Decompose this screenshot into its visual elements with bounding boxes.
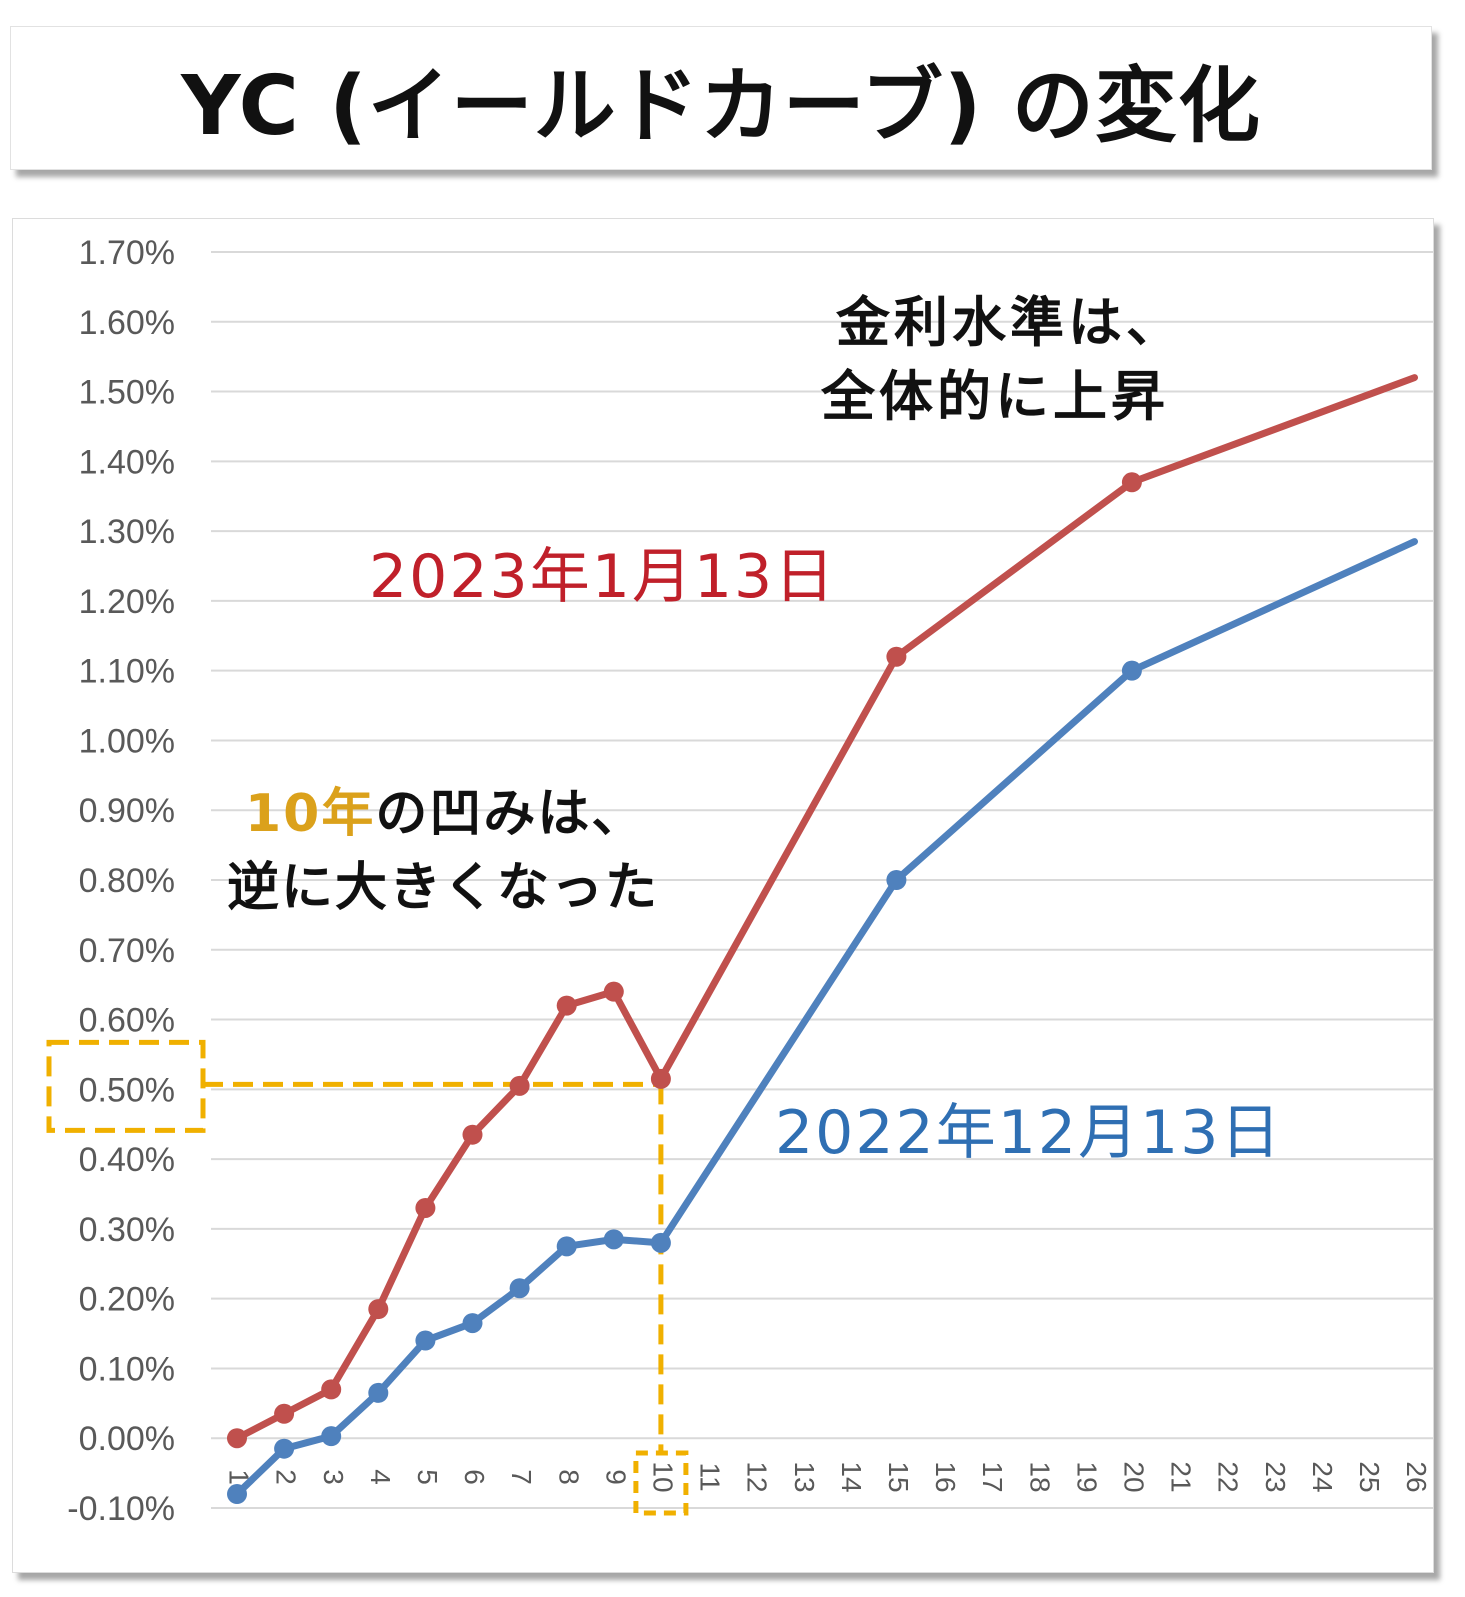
x-tick-label: 4 bbox=[365, 1469, 396, 1485]
annotation-dent-line1: 10年の凹みは、 bbox=[245, 784, 645, 844]
x-tick-label: 8 bbox=[553, 1469, 584, 1485]
y-tick-label: 0.90% bbox=[79, 792, 175, 830]
x-axis-ticks: 1 2 3 4 5 6 7 8 9 10 11 12 13 14 15 16 17 18 19 20 21 22 23 24 2… bbox=[224, 1461, 1433, 1492]
annotation-dent-rest: の凹みは、 bbox=[375, 784, 645, 844]
x-tick-label: 14 bbox=[836, 1461, 867, 1492]
title-banner: YC (イールドカーブ) の変化 bbox=[10, 26, 1432, 170]
x-tick-label: 21 bbox=[1166, 1461, 1197, 1492]
y-tick-label: 1.40% bbox=[79, 443, 175, 481]
x-tick-label: 19 bbox=[1071, 1461, 1102, 1492]
grid-lines bbox=[211, 251, 1433, 1509]
x-tick-label: 20 bbox=[1119, 1461, 1150, 1492]
data-point bbox=[603, 1229, 624, 1250]
data-point bbox=[274, 1438, 295, 1459]
data-point bbox=[1121, 472, 1142, 493]
highlight-xtick-box bbox=[633, 1450, 689, 1516]
annotation-dent-line2: 逆に大きくなった bbox=[227, 858, 659, 918]
series-line bbox=[233, 538, 1418, 1498]
y-tick-label: 0.30% bbox=[79, 1211, 175, 1249]
data-point bbox=[556, 995, 577, 1016]
x-tick-label: 6 bbox=[459, 1469, 490, 1485]
y-tick-label: 0.50% bbox=[79, 1071, 175, 1109]
x-tick-label: 5 bbox=[412, 1469, 443, 1485]
y-tick-label: -0.10% bbox=[67, 1490, 175, 1528]
series-label-2023: 2023年1月13日 bbox=[369, 542, 836, 612]
data-point bbox=[227, 1428, 247, 1449]
data-point bbox=[1121, 660, 1142, 681]
data-point bbox=[509, 1278, 530, 1299]
data-point bbox=[603, 981, 624, 1002]
data-point bbox=[227, 1484, 247, 1505]
data-point bbox=[556, 1236, 577, 1257]
y-tick-label: 1.50% bbox=[79, 374, 175, 412]
annotation-dent-highlight: 10年 bbox=[245, 784, 375, 844]
data-point bbox=[462, 1313, 483, 1334]
y-tick-label: 1.10% bbox=[79, 653, 175, 691]
data-point bbox=[368, 1382, 389, 1403]
annotation-rise-line1: 金利水準は、 bbox=[835, 291, 1184, 354]
x-tick-label: 3 bbox=[318, 1469, 349, 1485]
x-tick-label: 18 bbox=[1024, 1461, 1055, 1492]
data-point bbox=[650, 1068, 671, 1089]
x-tick-label: 26 bbox=[1401, 1461, 1432, 1492]
data-point bbox=[462, 1124, 483, 1145]
x-tick-label: 17 bbox=[977, 1461, 1008, 1492]
y-tick-label: 0.20% bbox=[79, 1281, 175, 1319]
data-point bbox=[415, 1330, 436, 1351]
chart-panel: 1.70% 1.60% 1.50% 1.40% 1.30% 1.20% 1.10% 1.00%… bbox=[12, 218, 1434, 1573]
x-tick-label: 10 bbox=[648, 1461, 679, 1492]
y-tick-label: 1.30% bbox=[79, 513, 175, 551]
data-point bbox=[415, 1197, 436, 1218]
data-point bbox=[321, 1426, 342, 1447]
x-tick-label: 7 bbox=[506, 1469, 537, 1485]
yield-curve-chart: 1.70% 1.60% 1.50% 1.40% 1.30% 1.20% 1.10% 1.00%… bbox=[46, 234, 1433, 1528]
y-tick-label: 0.80% bbox=[79, 862, 175, 900]
series-lines: 2023年1月13日 2022年12月13日 bbox=[227, 374, 1418, 1505]
data-point bbox=[509, 1075, 530, 1096]
y-tick-label: 0.70% bbox=[79, 932, 175, 970]
y-tick-label: 1.70% bbox=[79, 234, 175, 272]
y-tick-label: 1.20% bbox=[79, 583, 175, 621]
y-tick-label: 0.10% bbox=[79, 1350, 175, 1388]
data-point bbox=[368, 1299, 389, 1320]
page-title: YC (イールドカーブ) の変化 bbox=[181, 58, 1261, 154]
x-tick-label: 16 bbox=[930, 1461, 961, 1492]
y-tick-label: 1.00% bbox=[79, 722, 175, 760]
y-tick-label: 1.60% bbox=[79, 304, 175, 342]
data-point bbox=[321, 1379, 342, 1400]
x-tick-label: 9 bbox=[600, 1469, 631, 1485]
x-tick-label: 23 bbox=[1260, 1461, 1291, 1492]
y-axis-ticks: 1.70% 1.60% 1.50% 1.40% 1.30% 1.20% 1.10% 1.00%… bbox=[67, 234, 175, 1528]
x-tick-label: 2 bbox=[271, 1469, 302, 1485]
x-tick-label: 13 bbox=[789, 1461, 820, 1492]
x-tick-label: 22 bbox=[1213, 1461, 1244, 1492]
x-tick-label: 24 bbox=[1307, 1461, 1338, 1492]
data-point bbox=[650, 1232, 671, 1253]
data-point bbox=[274, 1403, 295, 1424]
data-point bbox=[886, 646, 907, 667]
y-tick-label: 0.60% bbox=[79, 1002, 175, 1040]
highlight-guides bbox=[46, 1039, 689, 1516]
x-tick-label: 25 bbox=[1354, 1461, 1385, 1492]
annotation-rise-line2: 全体的に上昇 bbox=[820, 365, 1169, 428]
y-tick-label: 0.40% bbox=[79, 1141, 175, 1179]
x-tick-label: 12 bbox=[742, 1461, 773, 1492]
y-tick-label: 0.00% bbox=[79, 1420, 175, 1458]
series-label-2022: 2022年12月13日 bbox=[775, 1098, 1282, 1168]
data-point bbox=[886, 870, 907, 890]
x-tick-label: 15 bbox=[883, 1461, 914, 1492]
x-tick-label: 11 bbox=[695, 1462, 726, 1491]
